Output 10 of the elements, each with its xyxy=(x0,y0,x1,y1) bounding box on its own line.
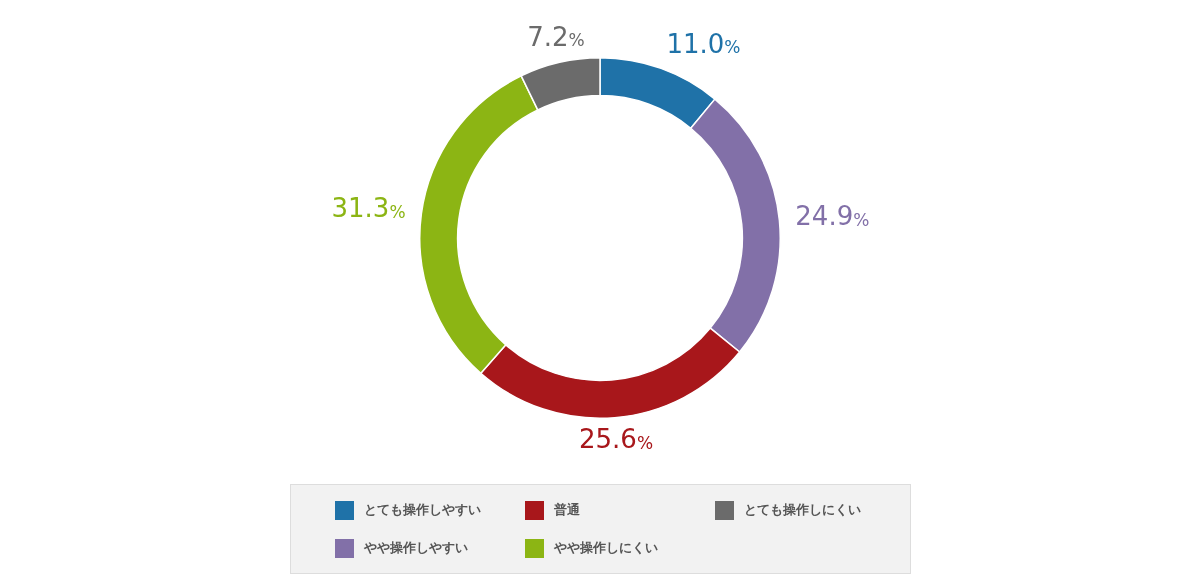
data-label: 7.2% xyxy=(527,21,585,52)
legend-label: とても操作しにくい xyxy=(744,501,861,519)
legend-label: やや操作しやすい xyxy=(364,539,468,557)
data-label: 31.3% xyxy=(331,193,406,224)
legend-label: 普通 xyxy=(554,501,580,519)
legend-label: やや操作しにくい xyxy=(554,539,658,557)
data-label: 25.6% xyxy=(578,424,654,455)
data-label: 11.0% xyxy=(666,28,741,59)
data-label: 24.9% xyxy=(795,200,870,231)
legend-label: とても操作しやすい xyxy=(364,501,481,519)
